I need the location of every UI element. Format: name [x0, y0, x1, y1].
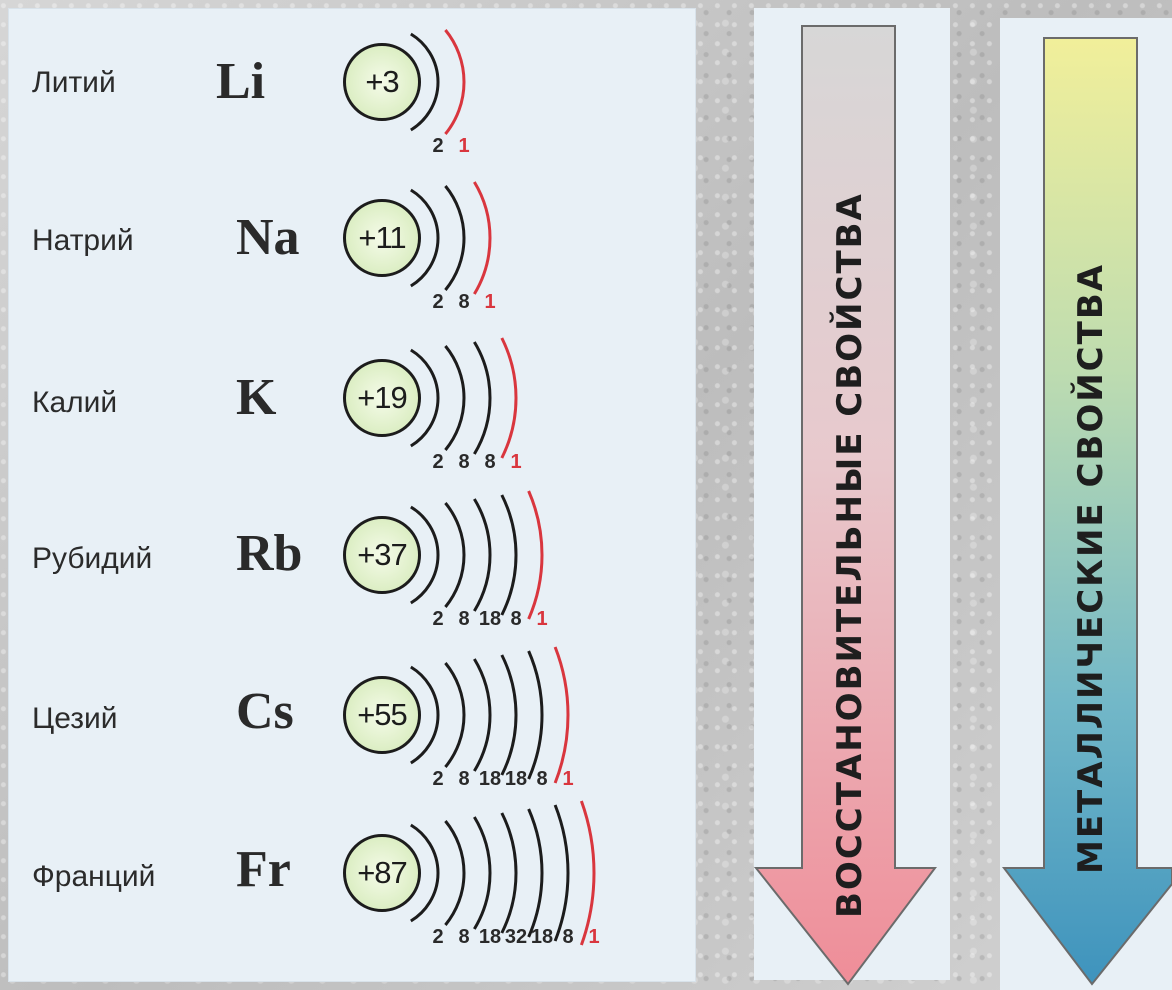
shell-electron-count: 1	[458, 135, 469, 157]
reducing-properties-arrow	[753, 25, 937, 986]
element-name: Натрий	[32, 224, 134, 257]
shell-electron-count: 2	[432, 291, 443, 313]
valence-shell-arc	[527, 490, 544, 620]
valence-shell-arc	[444, 29, 466, 135]
shell-electron-count: 18	[479, 926, 501, 948]
electron-shell-arc	[527, 808, 544, 938]
electron-shell-arc	[444, 662, 466, 768]
nucleus-charge: +37	[357, 537, 408, 572]
nucleus-charge: +11	[358, 220, 406, 255]
electron-shell-arc	[410, 188, 440, 288]
nucleus: +37	[343, 516, 421, 594]
electron-shell-arc	[444, 502, 466, 608]
shell-electron-count: 1	[536, 608, 547, 630]
valence-shell-arc	[579, 800, 596, 946]
electron-shell-arc	[410, 505, 440, 605]
electron-shell-arc	[410, 823, 440, 923]
shell-electron-count: 18	[479, 768, 501, 790]
electron-shell-arc	[553, 804, 570, 942]
electron-shell-arc	[410, 348, 440, 448]
electron-shell-arc	[500, 494, 518, 616]
nucleus: +11	[343, 199, 421, 277]
shell-electron-count: 32	[505, 926, 527, 948]
valence-shell-arc	[473, 181, 492, 295]
element-symbol: Fr	[236, 841, 291, 898]
nucleus: +87	[343, 834, 421, 912]
element-symbol: Cs	[236, 683, 294, 740]
nucleus-charge: +19	[357, 380, 408, 415]
shell-electron-count: 8	[484, 451, 495, 473]
shell-electron-count: 8	[458, 608, 469, 630]
electron-shell-arc	[444, 820, 466, 926]
element-symbol: K	[236, 369, 277, 426]
shell-electron-count: 8	[536, 768, 547, 790]
shell-electron-count: 18	[479, 608, 501, 630]
shell-electron-count: 8	[510, 608, 521, 630]
electron-shell-arc	[473, 658, 492, 772]
electron-shell-arc	[473, 816, 492, 930]
electron-shell-arc	[500, 812, 518, 934]
nucleus-charge: +87	[357, 855, 408, 890]
shell-electron-count: 8	[458, 291, 469, 313]
metallic-properties-label: МЕТАЛЛИЧЕСКИЕ СВОЙСТВА	[1071, 262, 1111, 874]
shell-electron-count: 2	[432, 451, 443, 473]
shell-electron-count: 2	[432, 135, 443, 157]
electron-shell-arc	[473, 341, 492, 455]
shell-electron-count: 18	[531, 926, 553, 948]
element-name: Калий	[32, 386, 118, 419]
electron-shell-arc	[444, 345, 466, 451]
electron-shell-arc	[527, 650, 544, 780]
electron-shell-arc	[410, 32, 440, 132]
shell-electron-count: 2	[432, 768, 443, 790]
electron-shell-arc	[473, 498, 492, 612]
element-symbol: Na	[236, 209, 300, 266]
element-name: Литий	[32, 66, 116, 99]
electron-shell-arc	[410, 665, 440, 765]
element-name: Цезий	[32, 702, 118, 735]
shell-electron-count: 1	[484, 291, 495, 313]
shell-electron-count: 8	[458, 451, 469, 473]
shell-electron-count: 8	[562, 926, 573, 948]
nucleus: +19	[343, 359, 421, 437]
shell-electron-count: 2	[432, 926, 443, 948]
element-symbol: Rb	[236, 525, 303, 582]
atom-structures-panel	[8, 8, 696, 982]
reducing-properties-label: ВОССТАНОВИТЕЛЬНЫЕ СВОЙСТВА	[830, 192, 870, 918]
element-name: Рубидий	[32, 542, 153, 575]
shell-electron-count: 1	[562, 768, 573, 790]
metallic-properties-arrow	[1001, 37, 1172, 986]
nucleus-charge: +3	[365, 64, 399, 99]
nucleus: +3	[343, 43, 421, 121]
shell-electron-count: 18	[505, 768, 527, 790]
electron-shell-arc	[500, 654, 518, 776]
shell-electron-count: 1	[510, 451, 521, 473]
shell-electron-count: 8	[458, 768, 469, 790]
valence-shell-arc	[553, 646, 570, 784]
nucleus: +55	[343, 676, 421, 754]
shell-electron-count: 2	[432, 608, 443, 630]
shell-electron-count: 8	[458, 926, 469, 948]
element-name: Франций	[32, 860, 156, 893]
valence-shell-arc	[500, 337, 518, 459]
electron-shell-arc	[444, 185, 466, 291]
nucleus-charge: +55	[357, 697, 408, 732]
shell-electron-count: 1	[588, 926, 599, 948]
element-symbol: Li	[216, 53, 266, 110]
